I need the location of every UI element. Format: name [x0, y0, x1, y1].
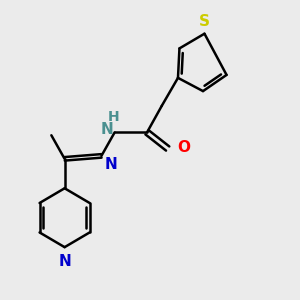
Text: N: N: [100, 122, 113, 137]
Text: H: H: [107, 110, 119, 124]
Text: N: N: [104, 158, 117, 172]
Text: S: S: [199, 14, 210, 29]
Text: N: N: [58, 254, 71, 268]
Text: O: O: [177, 140, 190, 155]
